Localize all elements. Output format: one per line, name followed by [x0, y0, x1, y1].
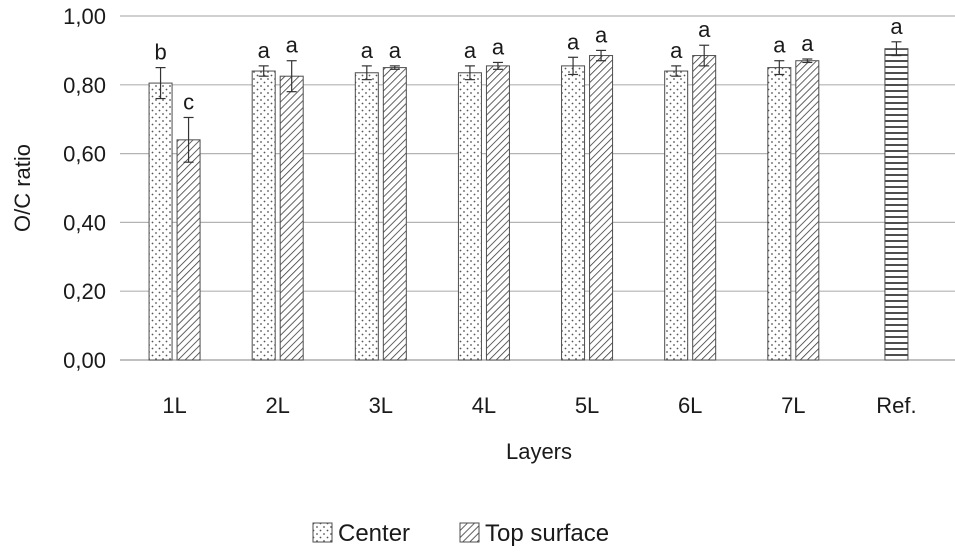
y-tick-label: 0,40: [63, 210, 106, 235]
significance-label: a: [670, 38, 683, 63]
significance-label: a: [890, 14, 903, 39]
bar-center-6l: [664, 70, 689, 361]
bar-top-surface-6l: [692, 55, 717, 361]
bar-ref--ref: [884, 48, 909, 361]
x-category-label: 5L: [575, 393, 599, 418]
y-tick-label: 0,20: [63, 279, 106, 304]
error-bar: [464, 65, 475, 81]
legend-swatch-top-surface: [459, 522, 480, 543]
y-axis-ticks: 0,00 0,20 0,40 0,60 0,80 1,00: [63, 4, 106, 373]
bar-center-4l: [457, 72, 482, 361]
significance-label: a: [361, 38, 374, 63]
x-category-label: 1L: [162, 393, 186, 418]
x-category-label: 6L: [678, 393, 702, 418]
error-bar: [699, 44, 710, 67]
error-bar: [492, 61, 503, 70]
significance-label: a: [698, 17, 711, 42]
bar-top-surface-1l: [176, 139, 201, 361]
bar-center-1l: [148, 82, 173, 361]
y-tick-label: 0,80: [63, 73, 106, 98]
x-category-label: 2L: [265, 393, 289, 418]
bar-top-surface-7l: [795, 60, 820, 361]
error-bar: [596, 49, 607, 62]
bar-top-surface-3l: [382, 67, 407, 361]
error-bar: [183, 116, 194, 163]
bar-center-7l: [767, 67, 792, 361]
significance-label: a: [286, 33, 299, 58]
error-bar: [389, 65, 400, 70]
x-category-label: Ref.: [876, 393, 916, 418]
error-bar: [568, 56, 579, 76]
significance-label: a: [258, 38, 271, 63]
legend-label-top-surface: Top surface: [485, 520, 609, 547]
legend-label-center: Center: [338, 520, 410, 547]
error-bar: [286, 60, 297, 93]
bar-center-2l: [251, 70, 276, 361]
bar-center-5l: [561, 65, 586, 361]
x-axis-categories: 1L 2L 3L 4L 5L 6L 7L Ref.: [162, 393, 916, 418]
x-category-label: 7L: [781, 393, 805, 418]
significance-label: a: [801, 31, 814, 56]
y-axis-title: O/C ratio: [10, 144, 35, 232]
x-category-label: 4L: [472, 393, 496, 418]
error-bar: [802, 58, 813, 64]
error-bar: [671, 65, 682, 77]
bar-center-3l: [354, 72, 379, 361]
y-tick-label: 0,00: [63, 348, 106, 373]
x-category-label: 3L: [369, 393, 393, 418]
error-bar: [258, 65, 269, 77]
bar-top-surface-2l: [279, 75, 304, 361]
error-bar: [155, 66, 166, 100]
y-tick-label: 1,00: [63, 4, 106, 29]
error-bar: [774, 60, 785, 76]
significance-label: a: [389, 38, 402, 63]
significance-label: c: [183, 89, 194, 114]
error-bar: [361, 65, 372, 81]
significance-label: a: [567, 29, 580, 54]
significance-label: a: [595, 22, 608, 47]
y-tick-label: 0,60: [63, 142, 106, 167]
significance-label: a: [492, 34, 505, 59]
legend-swatch-center: [312, 522, 333, 543]
bar-top-surface-5l: [589, 55, 614, 361]
significance-label: a: [773, 33, 786, 58]
x-axis-title: Layers: [506, 439, 572, 464]
significance-label: a: [464, 38, 477, 63]
bar-top-surface-4l: [485, 65, 510, 361]
gridlines: [120, 15, 955, 361]
legend: Center Top surface: [312, 520, 609, 547]
error-bar: [891, 41, 902, 57]
significance-label: b: [154, 40, 166, 65]
